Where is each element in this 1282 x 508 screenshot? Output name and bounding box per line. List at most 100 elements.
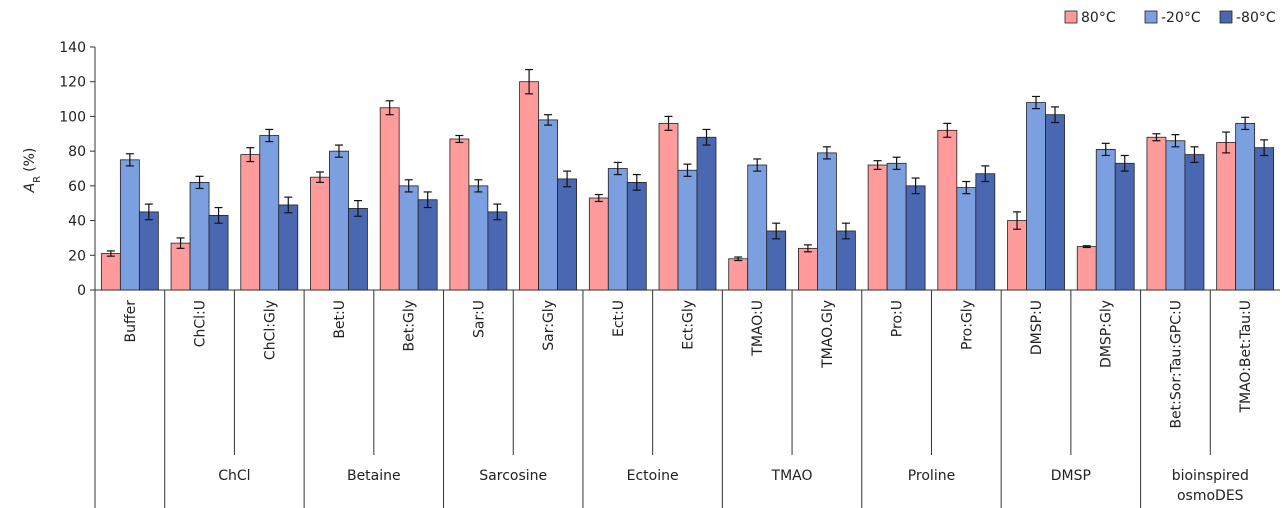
error-bar bbox=[385, 100, 394, 116]
bar bbox=[677, 169, 698, 291]
bar bbox=[1045, 114, 1065, 291]
error-bar bbox=[1051, 106, 1060, 124]
error-bar bbox=[493, 203, 502, 221]
x-tick-label: Ect:U bbox=[611, 300, 627, 337]
error-bar bbox=[195, 175, 204, 190]
error-bar bbox=[1032, 95, 1041, 110]
bar bbox=[170, 242, 191, 291]
error-bar bbox=[144, 203, 153, 221]
legend-swatch bbox=[1219, 10, 1233, 24]
error-bar bbox=[943, 122, 952, 138]
error-bar bbox=[1171, 134, 1180, 148]
error-bar bbox=[962, 180, 971, 195]
error-bar bbox=[214, 206, 223, 224]
x-tick-label: Bet:Sor:Tau:GPC:U bbox=[1168, 300, 1184, 429]
bar bbox=[449, 138, 470, 291]
error-bar bbox=[525, 68, 534, 95]
error-bar bbox=[353, 200, 362, 217]
x-tick-label: DMSP:U bbox=[1029, 300, 1045, 355]
bar bbox=[1114, 162, 1135, 291]
group-label: ChCl bbox=[218, 468, 251, 484]
x-tick-label: TMAO:Bet:Tau:U bbox=[1238, 300, 1254, 414]
group-label: Betaine bbox=[346, 468, 401, 484]
error-bar bbox=[455, 134, 464, 144]
y-tick-label: 0 bbox=[77, 283, 86, 299]
group-label: bioinspired osmoDES bbox=[1171, 468, 1249, 504]
error-bar bbox=[474, 179, 483, 193]
error-bar bbox=[1120, 154, 1129, 172]
error-bar bbox=[1190, 146, 1199, 164]
bar bbox=[379, 107, 400, 291]
y-tick-label: 120 bbox=[59, 75, 86, 91]
bar bbox=[886, 162, 907, 291]
error-bar bbox=[613, 161, 622, 176]
bar bbox=[626, 181, 647, 291]
error-bar bbox=[334, 144, 343, 158]
bar bbox=[1216, 142, 1237, 291]
bar bbox=[588, 197, 609, 291]
bar bbox=[1095, 149, 1116, 291]
error-bar bbox=[423, 191, 432, 209]
bar bbox=[259, 135, 280, 291]
error-bar bbox=[702, 128, 711, 146]
error-bar bbox=[1013, 211, 1022, 230]
legend-label: 80°C bbox=[1081, 10, 1116, 26]
error-bar bbox=[822, 146, 831, 160]
error-bar bbox=[1241, 116, 1250, 131]
bar bbox=[329, 150, 349, 291]
error-bar bbox=[911, 177, 920, 195]
y-axis-label: AR (%) bbox=[22, 148, 43, 194]
legend-label: -80°C bbox=[1236, 10, 1276, 26]
error-bar bbox=[892, 156, 901, 170]
y-tick-label: 60 bbox=[68, 179, 86, 195]
bar bbox=[728, 258, 749, 291]
error-bar bbox=[1260, 139, 1269, 157]
x-tick-label: Pro:U bbox=[890, 300, 906, 337]
bar bbox=[696, 136, 717, 291]
bar bbox=[310, 176, 330, 291]
group-label: TMAO bbox=[771, 468, 813, 484]
bar bbox=[1254, 147, 1275, 291]
error-bar bbox=[772, 222, 781, 240]
y-label-main: A bbox=[22, 183, 38, 194]
bar bbox=[240, 154, 261, 291]
bar bbox=[1184, 154, 1205, 291]
error-bar bbox=[106, 250, 115, 257]
bar bbox=[1026, 102, 1046, 291]
y-tick-label: 40 bbox=[68, 214, 86, 230]
bar bbox=[607, 168, 628, 291]
y-label-unit: (%) bbox=[22, 148, 38, 172]
y-tick-label: 80 bbox=[68, 144, 86, 160]
x-tick-label: Sar:U bbox=[471, 300, 487, 338]
error-bar bbox=[265, 128, 274, 143]
y-tick-label: 140 bbox=[59, 40, 86, 56]
bar bbox=[189, 181, 210, 291]
error-bar bbox=[594, 193, 603, 203]
error-bar bbox=[734, 256, 743, 262]
bar bbox=[956, 187, 977, 291]
x-tick-label: Sar:Gly bbox=[541, 300, 557, 351]
error-bar bbox=[544, 114, 553, 126]
bar bbox=[905, 185, 926, 291]
bar bbox=[1165, 140, 1186, 291]
y-tick-label: 100 bbox=[59, 109, 86, 125]
bar bbox=[836, 230, 856, 291]
y-label-sub: R bbox=[32, 176, 43, 183]
error-bar bbox=[1082, 245, 1091, 249]
bar bbox=[798, 247, 818, 291]
bar bbox=[658, 122, 679, 291]
x-tick-label: Pro:Gly bbox=[959, 300, 975, 350]
bar bbox=[208, 214, 229, 291]
error-bar bbox=[664, 115, 673, 131]
x-tick-label: ChCl:Gly bbox=[262, 300, 278, 360]
bar bbox=[747, 164, 768, 291]
error-bar bbox=[1101, 142, 1110, 157]
x-tick-label: TMAO:U bbox=[750, 300, 766, 357]
bar bbox=[348, 208, 368, 291]
x-tick-label: Buffer bbox=[123, 300, 139, 343]
legend-swatch bbox=[1144, 10, 1158, 24]
y-tick-label: 20 bbox=[68, 248, 86, 264]
bar bbox=[975, 173, 996, 291]
